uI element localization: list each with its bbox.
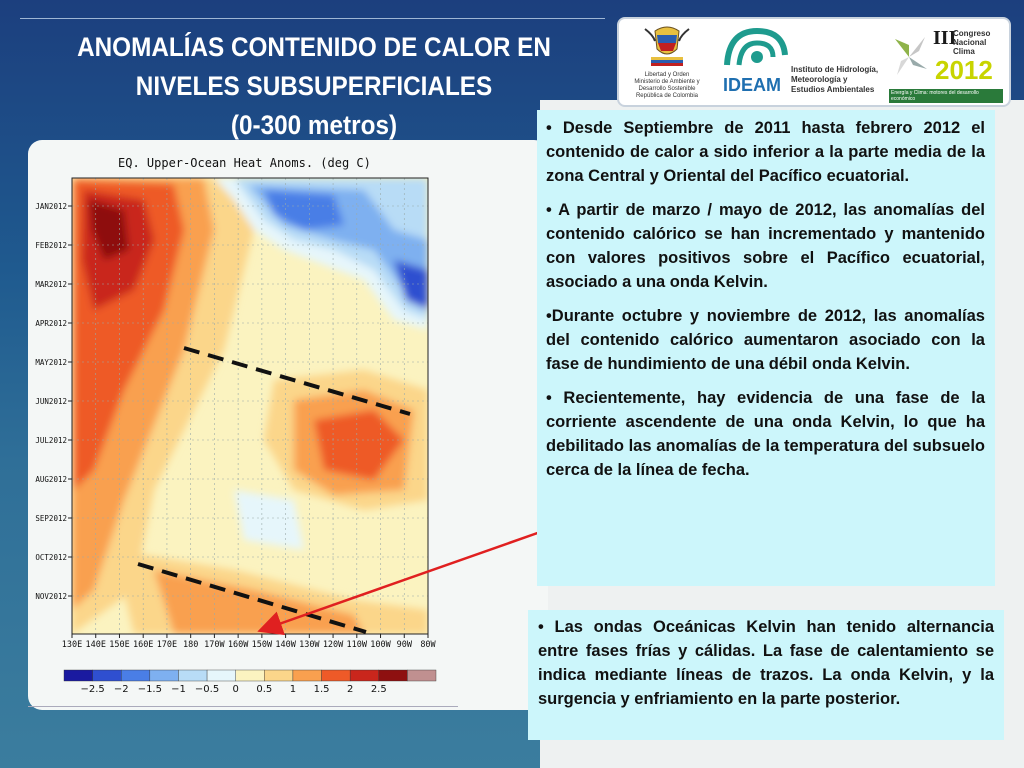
title-line-3: (0-300 metros) bbox=[230, 110, 398, 140]
x-tick-label: 110W bbox=[347, 640, 368, 650]
x-tick-label: 160E bbox=[133, 640, 153, 650]
panel-rule bbox=[28, 706, 458, 707]
colorbar-swatch bbox=[149, 669, 179, 682]
colorbar-label: 0 bbox=[233, 684, 239, 695]
colorbar-label: −0.5 bbox=[195, 684, 219, 695]
y-tick-label: APR2012 bbox=[35, 319, 67, 328]
colorbar-swatch bbox=[292, 669, 322, 682]
ministerio-line-2: Ministerio de Ambiente y bbox=[634, 79, 700, 85]
x-axis: 130E 140E 150E 160E 170E 180 170W 160W 150W 140W 1… bbox=[62, 634, 437, 650]
x-tick-label: 120W bbox=[323, 640, 344, 650]
colorbar-label: 0.5 bbox=[256, 684, 272, 695]
bullet-4: • Recientemente, hay evidencia de una fa… bbox=[546, 389, 985, 479]
x-tick-label: 160W bbox=[228, 640, 249, 650]
y-tick-label: JAN2012 bbox=[35, 202, 67, 211]
colorbar-swatch bbox=[92, 669, 122, 682]
colorbar: −2.5 −2 −1.5 −1 −0.5 0 0.5 1 1.5 2 2.5 bbox=[63, 669, 437, 695]
y-tick-label: NOV2012 bbox=[35, 592, 67, 601]
x-tick-label: 170W bbox=[204, 640, 225, 650]
logo-bar: Libertad y Orden Ministerio de Ambiente … bbox=[617, 17, 1011, 107]
ministerio-line-4: República de Colombia bbox=[635, 93, 699, 99]
title-line-2: NIVELES SUBSUPERFICIALES bbox=[135, 71, 493, 101]
kelvin-wave-dashed-line-2 bbox=[137, 562, 367, 634]
colorbar-swatch bbox=[63, 669, 93, 682]
colorbar-swatch bbox=[349, 669, 379, 682]
ideam-name: IDEAM bbox=[723, 75, 781, 95]
colorbar-label: −1.5 bbox=[138, 684, 162, 695]
bottom-text-box: • Las ondas Oceánicas Kelvin han tenido … bbox=[528, 610, 1004, 740]
title-line-1: ANOMALÍAS CONTENIDO DE CALOR EN bbox=[77, 32, 551, 62]
colorbar-label: −2.5 bbox=[80, 684, 104, 695]
congreso-line-2: Nacional bbox=[953, 38, 987, 47]
x-tick-label: 140W bbox=[275, 640, 296, 650]
pinwheel-icon bbox=[895, 37, 927, 75]
colorbar-swatch bbox=[321, 669, 351, 682]
congreso-year: 2012 bbox=[935, 55, 993, 85]
heatmap-field bbox=[72, 178, 428, 634]
bullet-1: • Desde Septiembre de 2011 hasta febrero… bbox=[546, 119, 985, 185]
colorbar-label: 1 bbox=[290, 684, 296, 695]
colorbar-swatch bbox=[206, 669, 236, 682]
x-tick-label: 130W bbox=[299, 640, 320, 650]
x-tick-label: 140E bbox=[85, 640, 105, 650]
colorbar-label: 1.5 bbox=[314, 684, 330, 695]
plot-frame bbox=[71, 177, 429, 635]
x-tick-label: 170E bbox=[157, 640, 177, 650]
congreso-numeral: III bbox=[933, 27, 957, 49]
y-tick-label: JUN2012 bbox=[35, 397, 67, 406]
heat-anomaly-chart: JAN2012 FEB2012 MAR2012 APR2012 MAY2012 JUN20… bbox=[35, 177, 437, 695]
x-tick-label: 100W bbox=[370, 640, 391, 650]
ministerio-logo: Libertad y Orden Ministerio de Ambiente … bbox=[627, 25, 707, 100]
colorbar-swatch bbox=[121, 669, 151, 682]
bottom-bullet: • Las ondas Oceánicas Kelvin han tenido … bbox=[538, 618, 994, 708]
y-tick-label: SEP2012 bbox=[35, 514, 67, 523]
x-tick-label: 150E bbox=[109, 640, 129, 650]
colorbar-label: 2 bbox=[347, 684, 353, 695]
colorbar-label: −2 bbox=[114, 684, 129, 695]
congreso-line-1: Congreso bbox=[953, 29, 991, 38]
ministerio-line-3: Desarrollo Sostenible bbox=[638, 86, 696, 92]
ideam-swirl-icon bbox=[724, 27, 788, 66]
colorbar-swatch bbox=[378, 669, 408, 682]
ideam-line-1: Instituto de Hidrología, bbox=[791, 65, 879, 74]
colorbar-swatch bbox=[178, 669, 208, 682]
ideam-line-3: Estudios Ambientales bbox=[791, 85, 875, 94]
title-rule bbox=[20, 18, 605, 19]
x-tick-label: 80W bbox=[420, 640, 436, 650]
y-tick-label: OCT2012 bbox=[35, 553, 67, 562]
main-text-box: • Desde Septiembre de 2011 hasta febrero… bbox=[537, 110, 995, 586]
x-tick-label: 130E bbox=[62, 640, 82, 650]
ideam-line-2: Meteorología y bbox=[791, 75, 848, 84]
x-tick-label: 180 bbox=[183, 640, 198, 650]
ministerio-line-1: Libertad y Orden bbox=[644, 72, 690, 78]
y-tick-label: JUL2012 bbox=[35, 436, 67, 445]
kelvin-wave-dashed-line-1 bbox=[183, 346, 411, 416]
congreso-tagline: Energía y Clima: motores del desarrollo … bbox=[889, 89, 1003, 103]
colorbar-swatch bbox=[235, 669, 265, 682]
slide-title: ANOMALÍAS CONTENIDO DE CALOR EN NIVELES … bbox=[44, 28, 584, 145]
bullet-2: • A partir de marzo / mayo de 2012, las … bbox=[546, 201, 985, 291]
y-tick-label: MAY2012 bbox=[35, 358, 67, 367]
colorbar-swatch bbox=[264, 669, 294, 682]
y-axis: JAN2012 FEB2012 MAR2012 APR2012 MAY2012 JUN20… bbox=[35, 202, 72, 601]
y-tick-label: AUG2012 bbox=[35, 475, 67, 484]
y-tick-label: FEB2012 bbox=[35, 241, 67, 250]
congreso-line-3: Clima bbox=[953, 47, 975, 56]
colorbar-label: 2.5 bbox=[371, 684, 387, 695]
y-tick-label: MAR2012 bbox=[35, 280, 67, 289]
colorbar-swatch bbox=[407, 669, 437, 682]
bullet-3: •Durante octubre y noviembre de 2012, la… bbox=[546, 307, 985, 373]
coat-of-arms-icon bbox=[627, 25, 707, 67]
x-tick-label: 90W bbox=[397, 640, 413, 650]
x-tick-label: 150W bbox=[252, 640, 273, 650]
colorbar-label: −1 bbox=[171, 684, 186, 695]
chart-title: EQ. Upper-Ocean Heat Anoms. (deg C) bbox=[118, 156, 371, 170]
